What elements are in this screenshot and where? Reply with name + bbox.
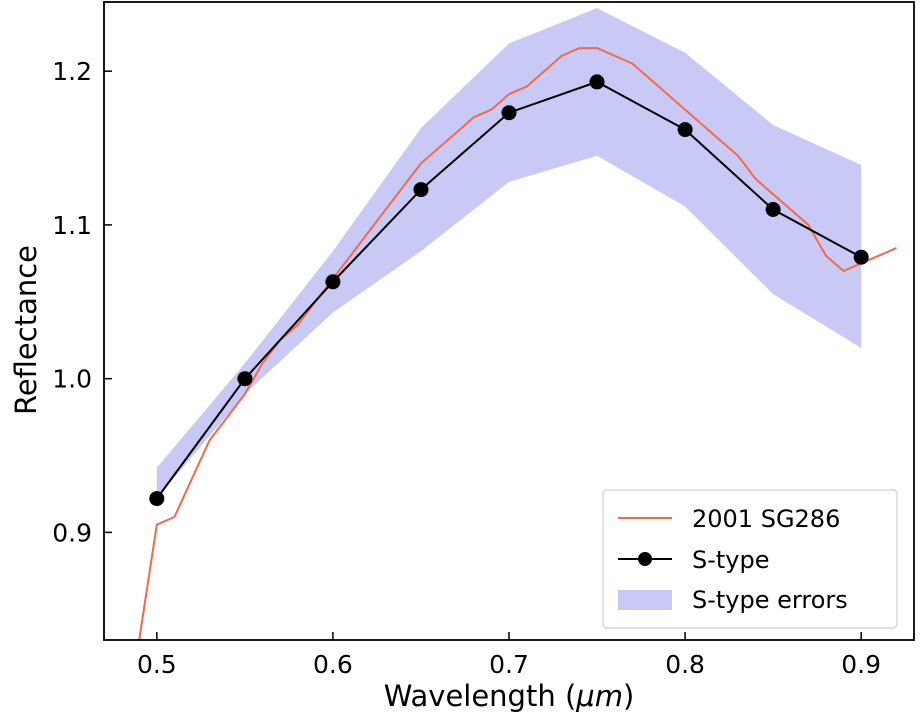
legend-box: [602, 489, 898, 629]
y-axis-title: Reflectance: [9, 245, 43, 415]
legend: 2001 SG286 S-type S-type errors: [602, 489, 898, 629]
x-tick-label: 0.5: [137, 650, 177, 679]
y-tick-label: 0.9: [52, 518, 92, 547]
s-type-point-1: [237, 371, 253, 387]
y-tick-label: 1.2: [52, 57, 92, 86]
legend-swatch-s-type-errors: [618, 590, 672, 610]
x-tick-label: 0.8: [665, 650, 705, 679]
s-type-point-8: [853, 249, 869, 265]
s-type-point-4: [501, 105, 517, 121]
axes: 0.5 0.6 0.7 0.8 0.9 0.9 1.0 1.1 1.2 Wavelength …: [9, 1, 915, 713]
legend-swatch-s-type-marker: [638, 552, 652, 566]
legend-label-2001-sg286: 2001 SG286: [692, 505, 840, 533]
s-type-point-7: [765, 202, 781, 217]
s-type-point-0: [149, 491, 165, 507]
s-type-point-2: [325, 274, 341, 290]
y-tick-label: 1.0: [52, 365, 92, 394]
legend-label-s-type: S-type: [692, 546, 770, 574]
plot-area: [138, 8, 897, 640]
s-type-point-3: [413, 182, 429, 198]
series-2001-sg286-line: [138, 47, 897, 640]
y-axis-ticks: 0.9 1.0 1.1 1.2: [52, 57, 112, 547]
x-axis-title: Wavelength (μm): [384, 679, 635, 713]
legend-label-s-type-errors: S-type errors: [692, 586, 848, 614]
y-tick-label: 1.1: [52, 211, 92, 240]
x-tick-label: 0.7: [489, 650, 529, 679]
series-s-type-errors-band: [156, 8, 862, 499]
x-tick-label: 0.9: [841, 650, 881, 679]
x-tick-label: 0.6: [313, 650, 353, 679]
s-type-point-6: [677, 122, 693, 138]
s-type-point-5: [589, 74, 605, 90]
x-axis-ticks: 0.5 0.6 0.7 0.8 0.9: [137, 632, 881, 679]
